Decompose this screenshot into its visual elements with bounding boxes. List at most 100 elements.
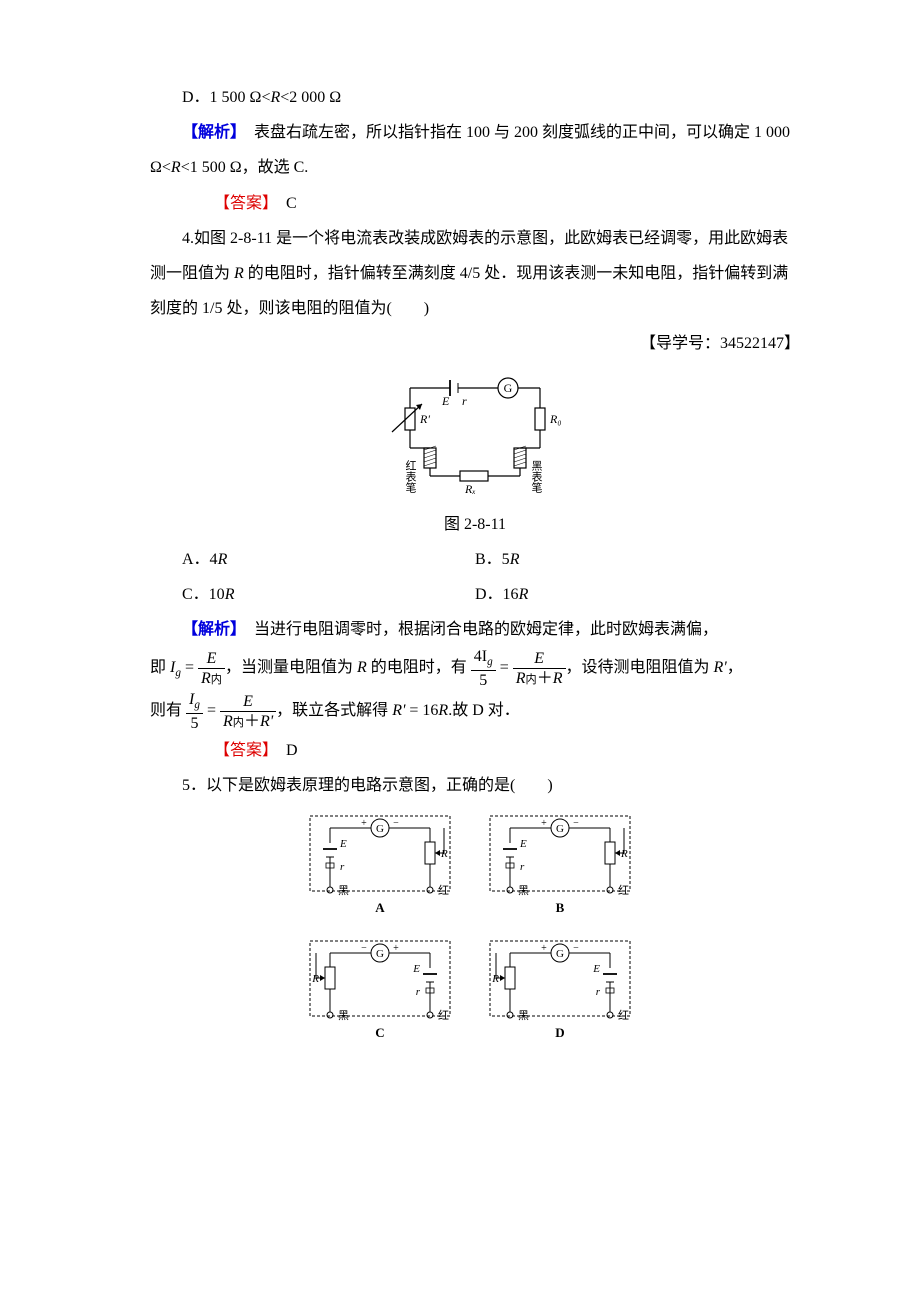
q3-answer: 【答案】 C [150, 186, 800, 221]
text: C．10 [182, 586, 225, 603]
var-R: R [225, 586, 235, 603]
var-R: R [270, 89, 280, 106]
svg-text:r: r [340, 861, 345, 873]
svg-text:+: + [393, 943, 399, 954]
analysis-label: 【解析】 [182, 124, 238, 141]
guide-number: 【导学号：34522147】 [640, 335, 800, 352]
svg-text:G: G [556, 948, 564, 960]
var-R: R [218, 551, 228, 568]
fraction: ER内＋R [513, 649, 566, 688]
q4-options-2: C．10R D．16R [150, 577, 800, 612]
text: 则有 [150, 702, 182, 719]
svg-text:r: r [520, 861, 525, 873]
svg-text:+: + [541, 818, 547, 829]
text: 当进行电阻调零时，根据闭合电路的欧姆定律，此时欧姆表满偏， [238, 621, 718, 638]
q5-diagrams: G+−ErR黑红AG+−ErR黑红BG−+ErR黑红CG+−ErR黑红D [150, 811, 800, 1081]
caption-text: 图 2-8-11 [444, 516, 506, 533]
svg-text:r: r [596, 986, 601, 998]
var-R: R [438, 702, 448, 719]
var-R: R [171, 159, 181, 176]
var-Rp: R' [392, 702, 405, 719]
svg-text:G: G [556, 823, 564, 835]
svg-text:R': R' [419, 412, 430, 426]
svg-text:r: r [416, 986, 421, 998]
text: ，当测量电阻值为 [225, 659, 357, 676]
svg-text:B: B [556, 900, 565, 915]
svg-text:r: r [462, 394, 467, 408]
svg-text:R₀: R₀ [549, 412, 562, 426]
text: ，设待测电阻阻值为 [566, 659, 714, 676]
q4-analysis-line1: 【解析】 当进行电阻调零时，根据闭合电路的欧姆定律，此时欧姆表满偏， [150, 612, 800, 647]
q4-guide: 【导学号：34522147】 [150, 326, 800, 361]
q4-eq-line1: 即 Ig = ER内，当测量电阻值为 R 的电阻时，有 4Ig5 = ER内＋R… [150, 647, 800, 690]
svg-text:红: 红 [438, 884, 449, 897]
text: 的电阻时，有 [367, 659, 467, 676]
option-b: B．5R [475, 542, 800, 577]
svg-text:E: E [592, 963, 600, 975]
svg-text:黑表笔: 黑表笔 [530, 459, 543, 492]
svg-text:黑: 黑 [518, 884, 529, 897]
svg-text:−: − [573, 818, 579, 829]
option-d: D．16R [475, 577, 800, 612]
q3-analysis: 【解析】 表盘右疏左密，所以指针指在 100 与 200 刻度弧线的正中间，可以… [150, 115, 800, 185]
text: .故 D 对． [448, 702, 520, 719]
svg-text:R: R [311, 973, 319, 985]
svg-text:−: − [573, 943, 579, 954]
svg-text:红表笔: 红表笔 [404, 459, 417, 492]
text: <1 500 Ω，故选 C. [181, 159, 309, 176]
text: = 16 [405, 702, 438, 719]
svg-text:红: 红 [618, 884, 629, 897]
text: ，联立各式解得 [276, 702, 392, 719]
var-R: R [519, 586, 529, 603]
q4-answer: 【答案】 D [150, 733, 800, 768]
svg-text:−: − [361, 943, 367, 954]
text: D．1 500 Ω< [182, 89, 270, 106]
text: 即 [150, 659, 170, 676]
fraction: Ig5 [186, 690, 203, 733]
svg-text:C: C [375, 1025, 384, 1040]
fraction: ER内＋R' [220, 692, 276, 731]
analysis-label: 【解析】 [182, 621, 238, 638]
text: D．16 [475, 586, 519, 603]
svg-text:红: 红 [618, 1009, 629, 1022]
q4-options: A．4R B．5R [150, 542, 800, 577]
svg-text:+: + [361, 818, 367, 829]
svg-text:红: 红 [438, 1009, 449, 1022]
text: 5．以下是欧姆表原理的电路示意图，正确的是( ) [182, 777, 553, 794]
text: A．4 [182, 551, 218, 568]
ohmmeter-option-diagrams: G+−ErR黑红AG+−ErR黑红BG−+ErR黑红CG+−ErR黑红D [305, 811, 645, 1081]
svg-text:G: G [376, 948, 384, 960]
option-c: C．10R [150, 577, 475, 612]
svg-text:E: E [441, 394, 450, 408]
svg-text:G: G [504, 381, 513, 395]
answer-label: 【答案】 [214, 195, 270, 212]
option-a: A．4R [150, 542, 475, 577]
var-Ig: Ig [170, 659, 181, 676]
var-R: R [357, 659, 367, 676]
svg-text:E: E [412, 963, 420, 975]
svg-text:D: D [555, 1025, 564, 1040]
svg-text:+: + [541, 943, 547, 954]
var-R: R [510, 551, 520, 568]
svg-text:黑: 黑 [338, 884, 349, 897]
svg-text:Rₓ: Rₓ [464, 482, 476, 496]
var-R: R [234, 265, 244, 282]
ohmmeter-circuit-diagram: G Er R₀ R' 红表笔 黑表笔 Rₓ [380, 370, 570, 505]
q4-stem: 4.如图 2-8-11 是一个将电流表改装成欧姆表的示意图，此欧姆表已经调零，用… [150, 221, 800, 327]
text: 的电阻时，指针偏转至满刻度 4/5 处．现用该表测一未知电阻，指针偏转到满刻度的… [150, 265, 788, 317]
q5-stem: 5．以下是欧姆表原理的电路示意图，正确的是( ) [150, 768, 800, 803]
svg-text:−: − [393, 818, 399, 829]
svg-text:E: E [519, 838, 527, 850]
svg-text:R: R [491, 973, 499, 985]
fraction: 4Ig5 [471, 647, 496, 690]
answer-label: 【答案】 [214, 742, 270, 759]
svg-text:G: G [376, 823, 384, 835]
svg-text:黑: 黑 [338, 1009, 349, 1022]
text: ， [727, 659, 743, 676]
answer-text: C [270, 195, 297, 212]
text: <2 000 Ω [280, 89, 341, 106]
q4-eq-line2: 则有 Ig5 = ER内＋R'，联立各式解得 R' = 16R.故 D 对． [150, 690, 800, 733]
q3-option-d: D．1 500 Ω<R<2 000 Ω [150, 80, 800, 115]
q4-circuit: G Er R₀ R' 红表笔 黑表笔 Rₓ [150, 370, 800, 505]
svg-text:E: E [339, 838, 347, 850]
